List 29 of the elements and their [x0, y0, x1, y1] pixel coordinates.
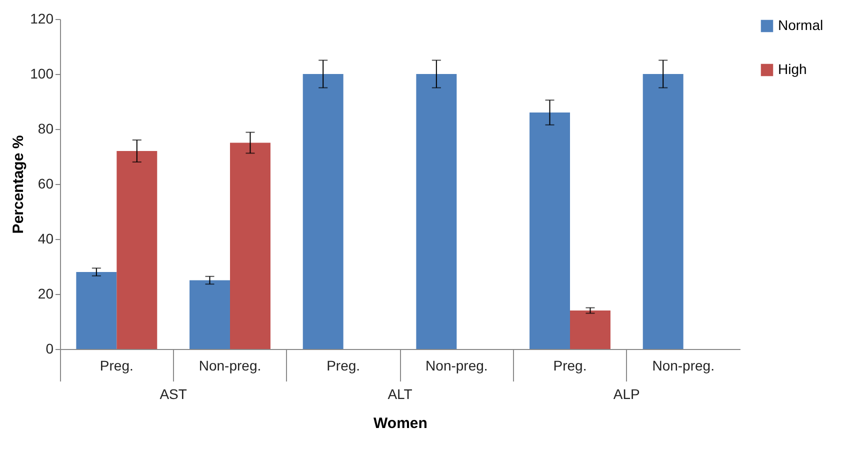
x-axis-title: Women	[374, 415, 428, 432]
y-tick-label: 0	[46, 340, 54, 356]
x-tick-label: Non-preg.	[426, 358, 488, 374]
bar	[302, 74, 344, 349]
x-tick-label: Preg.	[100, 358, 134, 374]
x-tick-label: Non-preg.	[652, 358, 714, 374]
text: ALP	[613, 386, 640, 402]
legend-label: High	[778, 61, 807, 77]
x-tick-label: Preg.	[553, 358, 587, 374]
y-tick-label: 40	[38, 230, 54, 246]
legend-label: Normal	[778, 17, 824, 33]
x-tick-label: Non-preg.	[198, 358, 262, 374]
y-tick-label: 20	[38, 286, 54, 302]
x-tick-label: Preg.	[326, 358, 360, 374]
bar	[76, 272, 117, 349]
bar	[530, 112, 570, 349]
bar	[642, 74, 684, 349]
y-tick-label: 120	[30, 10, 54, 26]
bar	[116, 151, 158, 349]
bar	[570, 310, 610, 349]
bar	[230, 142, 270, 349]
text: ALT	[388, 386, 413, 402]
bar	[190, 280, 230, 349]
bar	[416, 74, 457, 349]
y-tick-label: 100	[30, 66, 54, 82]
y-axis-title: Percentage %	[10, 135, 28, 234]
text: AST	[160, 386, 188, 402]
y-tick-label: 80	[38, 120, 54, 136]
y-tick-label: 60	[38, 176, 54, 192]
